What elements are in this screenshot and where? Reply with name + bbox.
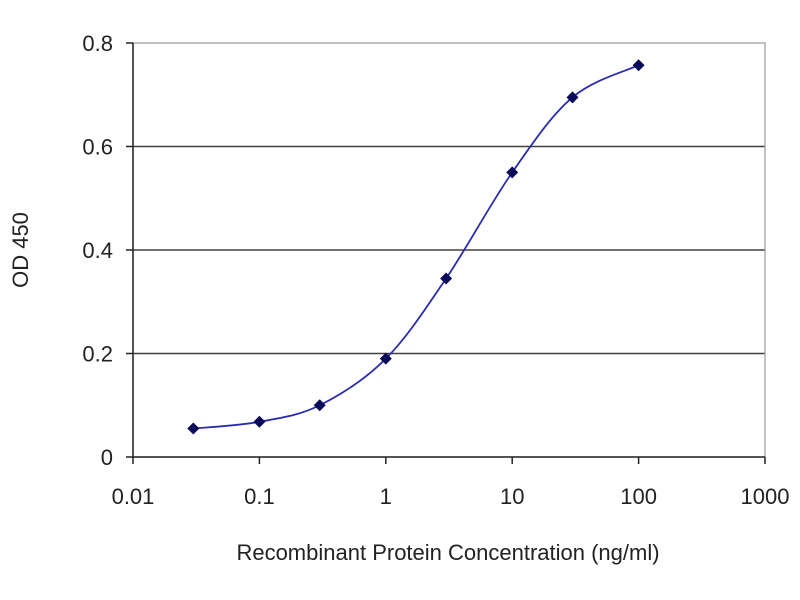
y-tick-label: 0.4 xyxy=(82,238,113,263)
x-tick-label: 1 xyxy=(380,484,392,509)
data-point xyxy=(440,272,453,285)
x-tick-label: 10 xyxy=(500,484,524,509)
data-point xyxy=(566,91,579,104)
x-tick-label: 100 xyxy=(620,484,657,509)
x-axis-label: Recombinant Protein Concentration (ng/ml… xyxy=(236,540,659,565)
x-tick-label: 0.1 xyxy=(244,484,275,509)
gridlines xyxy=(133,145,765,355)
y-axis-label: OD 450 xyxy=(8,212,33,288)
data-point xyxy=(379,352,392,365)
y-tick-label: 0.2 xyxy=(82,342,113,367)
data-point xyxy=(187,422,200,435)
data-point xyxy=(506,166,519,179)
series-group xyxy=(187,59,645,435)
y-tick-label: 0.6 xyxy=(82,135,113,160)
series-line xyxy=(193,64,639,430)
x-tick-label: 1000 xyxy=(741,484,790,509)
data-point xyxy=(313,399,326,412)
y-tick-label: 0.8 xyxy=(82,31,113,56)
data-point xyxy=(253,415,266,428)
x-tick-label: 0.01 xyxy=(112,484,155,509)
data-point xyxy=(632,59,645,72)
y-axis-ticks: 0 0.2 0.4 0.6 0.8 xyxy=(82,31,133,470)
x-axis-ticks: 0.01 0.1 1 10 100 1000 xyxy=(112,457,790,509)
y-tick-label: 0 xyxy=(101,445,113,470)
